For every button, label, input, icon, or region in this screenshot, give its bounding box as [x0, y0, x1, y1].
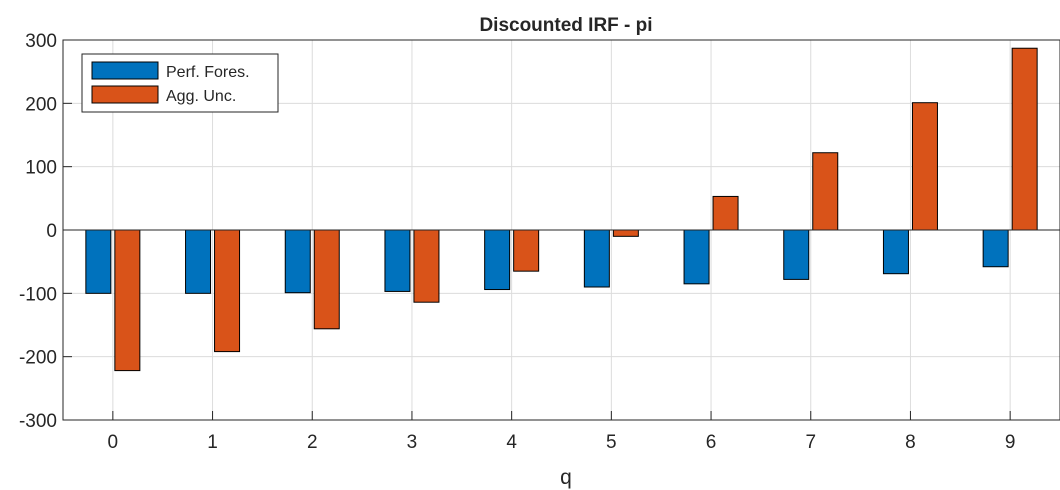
y-tick-label: 300 [25, 31, 57, 52]
bar-agg-unc-3 [413, 229, 440, 303]
x-axis-label: q [560, 466, 572, 489]
bar-perf-fores-4 [484, 229, 511, 291]
y-tick-label: -100 [19, 284, 57, 305]
bars [63, 47, 1060, 372]
axis-ticks: -300 -200 -100 0 100 200 300 0 1 2 3 4 5 6 7 8 9 [19, 31, 1015, 453]
bar-agg-unc-6 [712, 195, 739, 231]
x-tick-label: 5 [606, 432, 617, 453]
x-tick-label: 0 [108, 432, 119, 453]
y-tick-label: -300 [19, 411, 57, 432]
legend-label: Agg. Unc. [166, 88, 236, 105]
bar-perf-fores-5 [583, 229, 610, 288]
legend-swatch [91, 85, 159, 104]
bar-perf-fores-0 [85, 229, 112, 294]
y-tick-label: 200 [25, 94, 57, 115]
bar-agg-unc-4 [513, 229, 540, 272]
legend-label: Perf. Fores. [166, 64, 250, 81]
y-tick-label: -200 [19, 348, 57, 369]
bar-agg-unc-9 [1011, 47, 1038, 231]
x-tick-label: 7 [805, 432, 816, 453]
bar-perf-fores-2 [284, 229, 311, 294]
bar-perf-fores-7 [783, 229, 810, 280]
bar-agg-unc-7 [812, 152, 839, 231]
x-tick-label: 4 [506, 432, 517, 453]
bar-perf-fores-3 [384, 229, 411, 292]
bar-agg-unc-2 [313, 229, 340, 330]
y-tick-label: 100 [25, 158, 57, 179]
bar-agg-unc-1 [214, 229, 241, 353]
x-tick-label: 8 [905, 432, 916, 453]
x-tick-label: 9 [1005, 432, 1016, 453]
bar-agg-unc-0 [114, 229, 141, 372]
bar-perf-fores-6 [683, 229, 710, 285]
legend-swatch [91, 61, 159, 80]
bar-perf-fores-9 [982, 229, 1009, 268]
bar-agg-unc-8 [911, 102, 938, 231]
bar-agg-unc-5 [612, 229, 639, 237]
x-tick-label: 2 [307, 432, 318, 453]
bar-perf-fores-8 [882, 229, 909, 275]
x-tick-label: 1 [207, 432, 218, 453]
x-tick-label: 3 [407, 432, 418, 453]
bar-perf-fores-1 [185, 229, 212, 294]
legend: Perf. Fores. Agg. Unc. [81, 53, 279, 113]
x-tick-label: 6 [706, 432, 717, 453]
chart-title: Discounted IRF - pi [479, 15, 652, 36]
y-tick-label: 0 [46, 221, 57, 242]
